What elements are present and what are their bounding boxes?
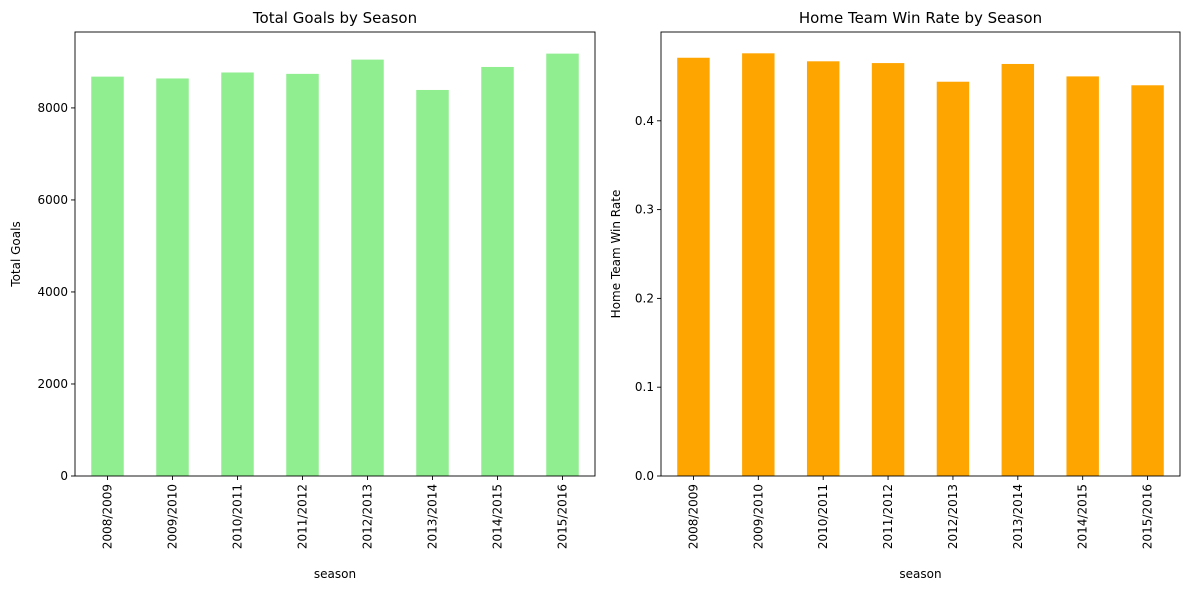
x-tick-label: 2014/2015 xyxy=(491,484,505,549)
x-tick-label: 2012/2013 xyxy=(361,484,375,549)
y-axis-label: Home Team Win Rate xyxy=(609,190,623,319)
x-tick-label: 2015/2016 xyxy=(1141,484,1155,549)
x-tick-label: 2013/2014 xyxy=(1011,484,1025,549)
bar-2008-2009 xyxy=(677,57,710,476)
bar-2013-2014 xyxy=(1001,63,1035,477)
chart-1: 0 2000 4000 6000 8000 2008/2009 2009/2010 2010/… xyxy=(9,9,596,581)
bar-2014-2015 xyxy=(481,66,514,477)
plot-frame xyxy=(660,31,1181,477)
bar-2012-2013 xyxy=(351,59,384,477)
x-tick-label: 2009/2010 xyxy=(751,484,765,549)
y-tick-label: 0 xyxy=(60,469,68,483)
chart-2: 0.0 0.1 0.2 0.3 0.4 2008/2009 2009/2010 2010/20… xyxy=(609,9,1181,581)
x-axis-label: season xyxy=(314,567,356,581)
y-tick-label: 0.4 xyxy=(635,114,654,128)
x-tick-label: 2012/2013 xyxy=(946,484,960,549)
x-tick-label: 2011/2012 xyxy=(881,484,895,549)
x-tick-label: 2009/2010 xyxy=(166,484,180,549)
bar-2011-2012 xyxy=(286,73,319,476)
bar-2015-2016 xyxy=(546,53,579,476)
bar-2008-2009 xyxy=(91,76,124,476)
x-tick-label: 2010/2011 xyxy=(231,484,245,549)
x-tick-label: 2008/2009 xyxy=(101,484,115,549)
y-tick-label: 0.1 xyxy=(635,380,654,394)
x-tick-label: 2010/2011 xyxy=(816,484,830,549)
x-tick-label: 2015/2016 xyxy=(556,484,570,549)
y-tick-label: 2000 xyxy=(37,377,68,391)
x-tick-label: 2011/2012 xyxy=(296,484,310,549)
bar-2011-2012 xyxy=(871,63,905,477)
bar-2010-2011 xyxy=(221,72,254,476)
y-tick-label: 8000 xyxy=(37,101,68,115)
y-tick-label: 4000 xyxy=(37,285,68,299)
bar-2013-2014 xyxy=(416,89,449,477)
x-tick-label: 2008/2009 xyxy=(686,484,700,549)
bar-2012-2013 xyxy=(936,81,970,476)
x-tick-label: 2014/2015 xyxy=(1076,484,1090,549)
chart-title: Total Goals by Season xyxy=(252,9,417,27)
y-axis-label: Total Goals xyxy=(9,221,23,287)
bar-2009-2010 xyxy=(742,53,775,476)
y-tick-label: 0.0 xyxy=(635,469,654,483)
x-tick-label: 2013/2014 xyxy=(426,484,440,549)
y-tick-label: 0.3 xyxy=(635,203,654,217)
y-tick-label: 6000 xyxy=(37,193,68,207)
chart-title: Home Team Win Rate by Season xyxy=(799,9,1042,27)
bar-2015-2016 xyxy=(1131,85,1164,476)
plot-frame xyxy=(74,31,596,477)
bar-2014-2015 xyxy=(1066,76,1099,477)
bar-2009-2010 xyxy=(156,78,189,477)
bar-2010-2011 xyxy=(806,61,840,476)
y-tick-label: 0.2 xyxy=(635,291,654,305)
x-axis-label: season xyxy=(899,567,941,581)
